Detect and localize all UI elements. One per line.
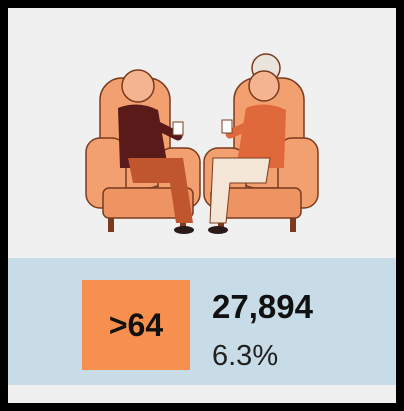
- age-group: >64: [82, 280, 190, 370]
- illustration: [8, 8, 396, 258]
- share: 6.3%: [212, 340, 278, 373]
- card: >64 27,894 6.3%: [0, 0, 404, 411]
- info-band: >64 27,894 6.3%: [8, 258, 396, 385]
- count: 27,894: [212, 288, 313, 326]
